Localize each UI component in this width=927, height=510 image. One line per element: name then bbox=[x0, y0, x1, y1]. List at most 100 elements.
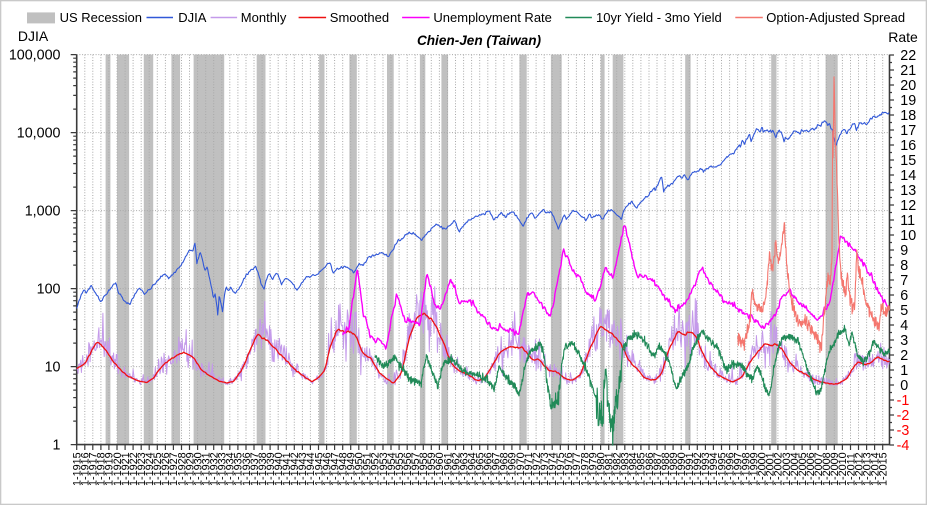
svg-text:1-1954: 1-1954 bbox=[386, 452, 398, 486]
svg-text:1: 1 bbox=[900, 363, 908, 379]
svg-text:1-1969: 1-1969 bbox=[507, 452, 519, 486]
svg-text:3: 3 bbox=[900, 333, 908, 349]
svg-text:1-1989: 1-1989 bbox=[668, 452, 680, 486]
svg-text:1,000: 1,000 bbox=[25, 203, 61, 219]
svg-text:15: 15 bbox=[900, 153, 916, 169]
svg-text:1-1977: 1-1977 bbox=[571, 452, 583, 486]
svg-text:1-1998: 1-1998 bbox=[741, 452, 753, 486]
svg-text:1-1986: 1-1986 bbox=[644, 452, 656, 486]
svg-text:11: 11 bbox=[900, 213, 915, 229]
svg-text:1-2015: 1-2015 bbox=[878, 452, 890, 486]
svg-text:1-1922: 1-1922 bbox=[128, 452, 140, 486]
svg-text:DJIA: DJIA bbox=[18, 28, 49, 44]
svg-text:20: 20 bbox=[900, 78, 916, 94]
svg-text:1-1995: 1-1995 bbox=[716, 452, 728, 486]
svg-text:1-1935: 1-1935 bbox=[233, 452, 245, 486]
svg-text:1-1985: 1-1985 bbox=[636, 452, 648, 486]
svg-text:-3: -3 bbox=[897, 423, 910, 439]
svg-text:1-2001: 1-2001 bbox=[765, 452, 777, 486]
svg-text:1-2011: 1-2011 bbox=[845, 453, 857, 486]
svg-text:1-1916: 1-1916 bbox=[80, 452, 92, 486]
svg-text:9: 9 bbox=[900, 243, 908, 259]
svg-text:1-1971: 1-1971 bbox=[523, 452, 535, 486]
svg-text:1-1988: 1-1988 bbox=[660, 452, 672, 486]
svg-text:1-1938: 1-1938 bbox=[257, 452, 269, 486]
svg-text:Rate: Rate bbox=[888, 29, 918, 45]
svg-text:1-2012: 1-2012 bbox=[853, 452, 865, 486]
svg-text:1-1937: 1-1937 bbox=[249, 452, 261, 486]
svg-text:1-1979: 1-1979 bbox=[587, 452, 599, 486]
svg-text:1-2006: 1-2006 bbox=[805, 452, 817, 486]
svg-text:1-1949: 1-1949 bbox=[346, 452, 358, 486]
svg-text:1-1961: 1-1961 bbox=[442, 452, 454, 486]
svg-text:1-1928: 1-1928 bbox=[176, 452, 188, 486]
svg-text:10: 10 bbox=[900, 228, 916, 244]
svg-text:1-1936: 1-1936 bbox=[241, 452, 253, 486]
svg-text:1-1981: 1-1981 bbox=[604, 452, 616, 486]
svg-text:Option-Adjusted Spread: Option-Adjusted Spread bbox=[766, 10, 905, 25]
svg-text:1-1982: 1-1982 bbox=[612, 452, 624, 486]
svg-text:1-2000: 1-2000 bbox=[757, 452, 769, 486]
svg-text:1-1927: 1-1927 bbox=[168, 452, 180, 486]
svg-text:5: 5 bbox=[900, 303, 908, 319]
svg-text:100,000: 100,000 bbox=[9, 47, 61, 63]
svg-text:1-1948: 1-1948 bbox=[338, 452, 350, 486]
svg-text:Smoothed: Smoothed bbox=[330, 10, 389, 25]
svg-text:Unemployment Rate: Unemployment Rate bbox=[433, 10, 552, 25]
svg-text:1-1965: 1-1965 bbox=[475, 452, 487, 486]
svg-text:14: 14 bbox=[900, 168, 916, 184]
svg-text:US Recession: US Recession bbox=[60, 10, 142, 25]
svg-text:18: 18 bbox=[900, 108, 916, 124]
svg-text:1-1921: 1-1921 bbox=[120, 452, 132, 486]
svg-text:1-1970: 1-1970 bbox=[515, 452, 527, 486]
svg-text:1-1967: 1-1967 bbox=[491, 452, 503, 486]
svg-text:1-1999: 1-1999 bbox=[749, 452, 761, 486]
svg-text:1-1947: 1-1947 bbox=[329, 452, 341, 486]
svg-text:1-1915: 1-1915 bbox=[71, 452, 83, 486]
svg-text:1-2007: 1-2007 bbox=[813, 452, 825, 486]
svg-text:1-1925: 1-1925 bbox=[152, 452, 164, 486]
svg-text:19: 19 bbox=[900, 93, 916, 109]
svg-text:1-1924: 1-1924 bbox=[144, 452, 156, 486]
svg-text:1-1955: 1-1955 bbox=[394, 452, 406, 486]
svg-text:1-1923: 1-1923 bbox=[136, 452, 148, 486]
svg-text:1-1930: 1-1930 bbox=[192, 452, 204, 486]
svg-text:8: 8 bbox=[900, 258, 908, 274]
svg-text:1-1940: 1-1940 bbox=[273, 452, 285, 486]
svg-text:1-1945: 1-1945 bbox=[313, 452, 325, 486]
svg-text:1-1958: 1-1958 bbox=[418, 452, 430, 486]
svg-text:1-2014: 1-2014 bbox=[869, 452, 881, 486]
svg-text:1-1934: 1-1934 bbox=[225, 452, 237, 486]
svg-text:0: 0 bbox=[900, 378, 908, 394]
svg-text:1-1918: 1-1918 bbox=[96, 452, 108, 486]
svg-text:1-1956: 1-1956 bbox=[402, 452, 414, 486]
svg-text:1-1962: 1-1962 bbox=[450, 452, 462, 486]
svg-text:-1: -1 bbox=[897, 393, 910, 409]
svg-text:1-1974: 1-1974 bbox=[547, 452, 559, 486]
svg-text:10,000: 10,000 bbox=[17, 125, 61, 141]
svg-text:1-2008: 1-2008 bbox=[821, 452, 833, 486]
svg-text:1-2002: 1-2002 bbox=[773, 452, 785, 486]
svg-text:4: 4 bbox=[900, 318, 908, 334]
svg-text:1-1994: 1-1994 bbox=[708, 452, 720, 486]
svg-text:1-1976: 1-1976 bbox=[563, 452, 575, 486]
svg-text:1-1959: 1-1959 bbox=[426, 452, 438, 486]
svg-text:1-1972: 1-1972 bbox=[531, 452, 543, 486]
svg-text:1-1992: 1-1992 bbox=[692, 452, 704, 486]
svg-text:1-1960: 1-1960 bbox=[434, 452, 446, 486]
svg-text:13: 13 bbox=[900, 183, 916, 199]
svg-text:1-2003: 1-2003 bbox=[781, 452, 793, 486]
svg-text:1-1984: 1-1984 bbox=[628, 452, 640, 486]
svg-text:1-1968: 1-1968 bbox=[499, 452, 511, 486]
svg-text:1-1944: 1-1944 bbox=[305, 452, 317, 486]
svg-text:1-1964: 1-1964 bbox=[466, 452, 478, 486]
svg-text:1-1931: 1-1931 bbox=[200, 452, 212, 486]
svg-text:1-2009: 1-2009 bbox=[829, 452, 841, 486]
svg-text:10yr Yield - 3mo Yield: 10yr Yield - 3mo Yield bbox=[596, 10, 722, 25]
svg-text:1-1943: 1-1943 bbox=[297, 452, 309, 486]
svg-text:1-2005: 1-2005 bbox=[797, 452, 809, 486]
svg-text:1-2010: 1-2010 bbox=[837, 452, 849, 486]
svg-text:1-1941: 1-1941 bbox=[281, 452, 293, 486]
svg-text:1-1991: 1-1991 bbox=[684, 452, 696, 486]
svg-text:1-1920: 1-1920 bbox=[112, 452, 124, 486]
